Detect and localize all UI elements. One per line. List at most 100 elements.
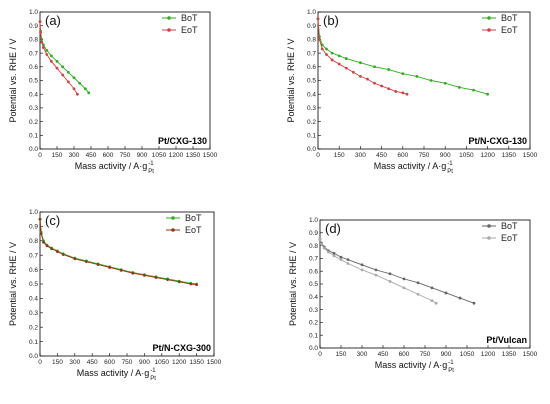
data-point [189, 282, 193, 286]
data-point [380, 84, 383, 88]
data-point [119, 268, 123, 272]
x-tick-label: 1050 [459, 152, 474, 159]
x-tick-label: 150 [336, 351, 347, 358]
x-tick-label: 150 [52, 152, 63, 159]
legend-swatch-marker [171, 216, 175, 220]
data-point [56, 250, 59, 254]
y-tick-label: 0.6 [309, 268, 318, 275]
legend-label: EoT [501, 233, 518, 243]
data-point [78, 81, 82, 85]
data-point [486, 92, 489, 96]
data-point [327, 250, 330, 254]
data-point [415, 74, 419, 78]
y-axis-label: Potential vs. RHE / V [288, 242, 298, 326]
data-point [108, 266, 111, 269]
x-axis-label-subscript: Pt [448, 368, 454, 374]
y-tick-label: 0.2 [29, 119, 38, 126]
data-point [387, 87, 391, 91]
y-tick-label: 0.4 [29, 296, 38, 303]
y-tick-label: 0.3 [29, 310, 38, 317]
x-tick-label: 900 [440, 152, 451, 159]
series-line-bot [317, 18, 488, 95]
data-point [374, 268, 378, 272]
sample-name: Pt/Vulcan [486, 335, 527, 345]
series-line-eot [39, 21, 78, 95]
legend-swatch-marker [487, 236, 491, 240]
y-tick-label: 0.8 [29, 37, 38, 44]
x-tick-label: 150 [334, 152, 345, 159]
chart-panel-1: 0.0 0.1 0.2 0.3 0.4 0.5 0.6 0.7 0.8 0.9 1.0 0 150 300… [8, 9, 218, 175]
panel-label: (a) [45, 13, 61, 28]
data-point [346, 258, 350, 262]
panel-label: (d) [325, 221, 341, 236]
data-point [83, 87, 87, 91]
legend-swatch-marker [167, 16, 171, 20]
data-point [360, 268, 364, 272]
data-point [339, 258, 343, 262]
data-point [85, 260, 88, 264]
y-tick-label: 0.7 [309, 256, 318, 263]
x-tick-label: 900 [137, 152, 148, 159]
data-point [387, 68, 391, 71]
data-point [388, 272, 392, 276]
y-axis-label: Potential vs. RHE / V [8, 38, 18, 122]
data-point [87, 91, 91, 95]
x-axis-label: Mass activity / A·g [77, 368, 150, 378]
x-axis-label-superscript: -1 [448, 360, 454, 366]
y-tick-label: 0.6 [29, 64, 38, 71]
y-tick-label: 0.9 [29, 224, 38, 231]
y-tick-label: 0.6 [29, 267, 38, 274]
data-point [316, 17, 320, 21]
data-point [374, 273, 378, 277]
legend-swatch-marker [487, 224, 491, 228]
data-point [49, 54, 53, 58]
chart-panel-4: 0.0 0.1 0.2 0.3 0.4 0.5 0.6 0.7 0.8 0.9 1.0 0 150 300… [288, 217, 538, 374]
legend-label: EoT [181, 25, 198, 35]
plot-frame [317, 11, 531, 150]
x-tick-label: 450 [87, 359, 98, 366]
data-point [143, 273, 146, 277]
series-line-eot [317, 18, 408, 95]
y-tick-label: 0.1 [29, 339, 38, 346]
data-point [430, 299, 434, 303]
x-tick-label: 900 [139, 359, 150, 366]
y-axis-label: Potential vs. RHE / V [8, 242, 18, 326]
legend-label: BoT [501, 13, 518, 23]
y-tick-label: 0.7 [29, 50, 38, 57]
data-point [318, 237, 322, 241]
data-point [322, 246, 326, 250]
x-axis-label-superscript: -1 [148, 161, 154, 167]
data-point [401, 72, 405, 76]
x-tick-label: 1200 [169, 152, 184, 159]
data-point [195, 283, 199, 287]
data-point [96, 263, 100, 266]
y-tick-label: 0.8 [307, 37, 316, 44]
data-point [351, 70, 355, 74]
x-tick-label: 300 [69, 152, 80, 159]
legend-swatch-marker [487, 16, 491, 20]
data-point [443, 81, 447, 85]
data-point [38, 20, 42, 23]
chart-panel-3: 0.0 0.1 0.2 0.3 0.4 0.5 0.6 0.7 0.8 0.9 1.0 0 150 300… [8, 209, 222, 382]
y-tick-label: 0.5 [29, 78, 38, 85]
data-point [166, 278, 170, 282]
data-point [430, 286, 434, 290]
x-axis-label: Mass activity / A·g [375, 360, 448, 370]
data-point [55, 66, 59, 70]
y-tick-label: 0.6 [307, 64, 316, 71]
x-axis-label-subscript: Pt [447, 169, 453, 175]
x-tick-label: 1500 [523, 351, 538, 358]
y-tick-label: 0.5 [29, 281, 38, 288]
x-tick-label: 0 [318, 351, 322, 358]
x-tick-label: 1500 [203, 152, 218, 159]
data-point [388, 280, 392, 283]
data-point [39, 232, 43, 236]
x-tick-label: 600 [104, 359, 115, 366]
y-tick-label: 1.0 [309, 217, 318, 224]
x-tick-label: 1500 [523, 152, 538, 159]
chart-panel-2: 0.0 0.1 0.2 0.3 0.4 0.5 0.6 0.7 0.8 0.9 1.0 0 150 300… [286, 9, 538, 175]
data-point [332, 254, 336, 258]
legend-label: BoT [501, 221, 518, 231]
x-tick-label: 900 [441, 351, 452, 358]
